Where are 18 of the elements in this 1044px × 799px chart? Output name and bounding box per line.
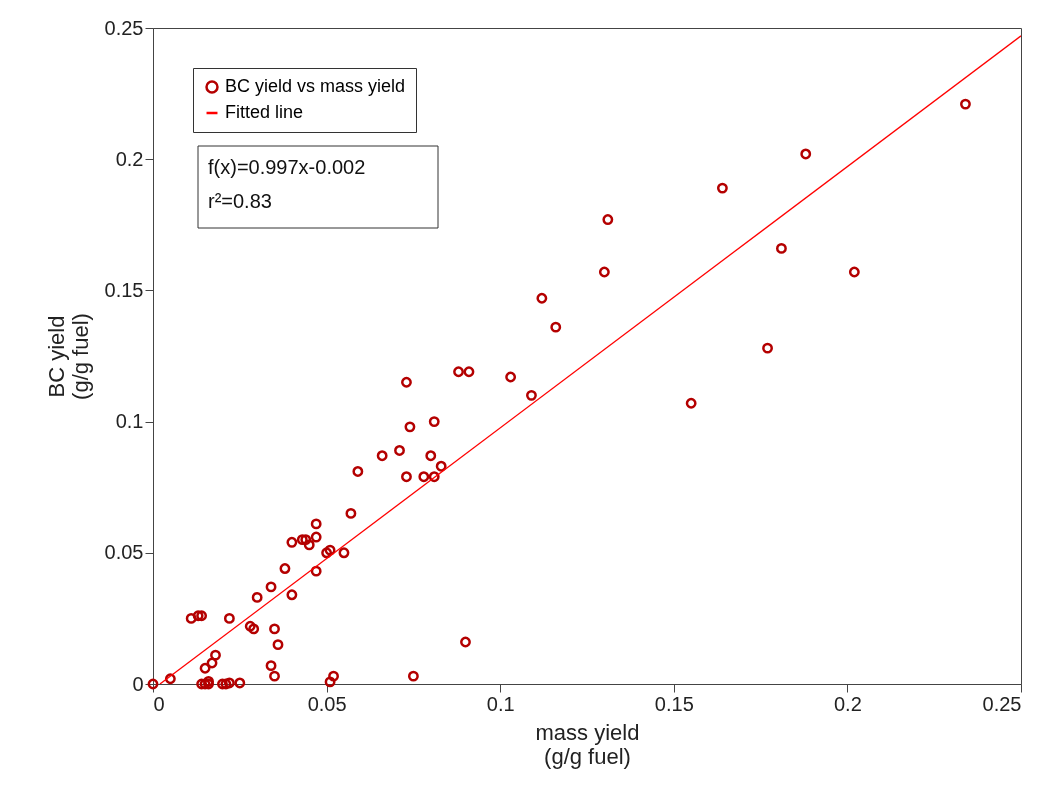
y-axis-title: BC yield (g/g fuel) bbox=[43, 313, 93, 400]
y-tick-label: 0.05 bbox=[104, 541, 144, 564]
x-tick-label: 0.2 bbox=[833, 692, 862, 715]
y-tick-label: 0.15 bbox=[104, 278, 144, 301]
x-tick-label: 0 bbox=[153, 692, 165, 715]
x-tick-label: 0.25 bbox=[982, 692, 1022, 715]
legend-label: BC yield vs mass yield bbox=[225, 76, 406, 96]
y-tick-label: 0.25 bbox=[104, 16, 144, 39]
x-tick-label: 0.1 bbox=[486, 692, 515, 715]
legend-label: Fitted line bbox=[225, 102, 304, 122]
annotation: f(x)=0.997x-0.002 bbox=[208, 156, 366, 178]
y-tick-label: 0.1 bbox=[115, 410, 144, 433]
x-tick-label: 0.05 bbox=[307, 692, 347, 715]
x-axis-title: mass yield (g/g fuel) bbox=[535, 719, 640, 769]
y-tick-label: 0 bbox=[132, 672, 144, 695]
annotation: r²=0.83 bbox=[208, 190, 272, 212]
x-tick-label: 0.15 bbox=[654, 692, 694, 715]
y-tick-label: 0.2 bbox=[115, 147, 144, 170]
